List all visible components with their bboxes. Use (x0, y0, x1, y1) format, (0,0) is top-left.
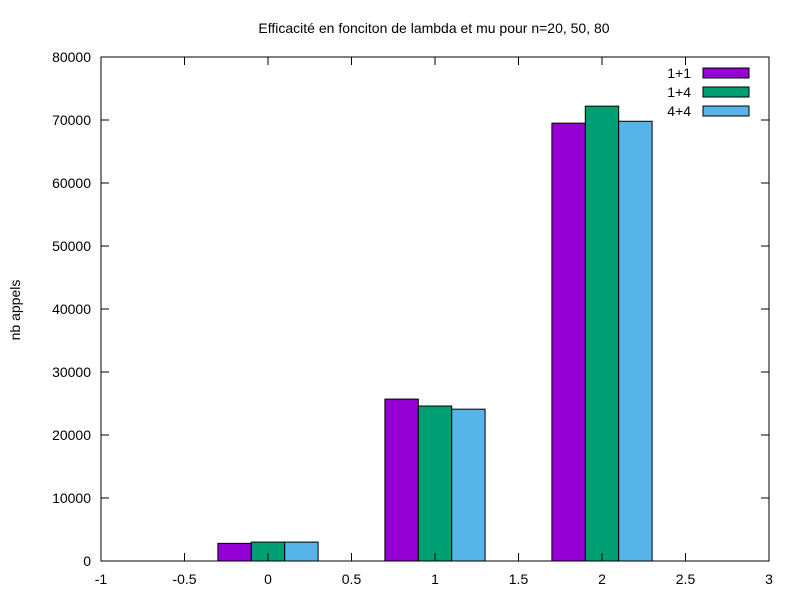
bar-1-4-cat-2 (584, 105, 620, 562)
y-tick-label: 20000 (52, 427, 91, 443)
plot-frame (100, 56, 770, 562)
y-tick-label: 40000 (52, 301, 91, 317)
x-tick-label: 1 (431, 571, 439, 587)
legend-label-1-4: 1+4 (667, 84, 691, 100)
x-tick-label: 0.5 (342, 571, 362, 587)
bar-4-4-cat-1 (451, 408, 486, 562)
bar-1-1-cat-2 (551, 122, 586, 562)
legend-swatch-1-1 (702, 67, 750, 79)
y-tick-label: 10000 (52, 490, 91, 506)
y-tick-label: 50000 (52, 238, 91, 254)
chart-title: Efficacité en fonciton de lambda et mu p… (258, 20, 609, 36)
x-tick-label: -0.5 (172, 571, 196, 587)
bar-1-4-cat-1 (417, 405, 453, 562)
y-tick-label: 30000 (52, 364, 91, 380)
x-tick-label: 1.5 (509, 571, 529, 587)
bar-1-1-cat-0 (217, 542, 252, 562)
x-tick-label: 2.5 (676, 571, 696, 587)
y-tick-label: 0 (83, 553, 91, 569)
y-tick-label: 70000 (52, 112, 91, 128)
legend-swatch-4-4 (702, 105, 750, 117)
x-tick-label: 2 (598, 571, 606, 587)
y-axis-label: nb appels (7, 280, 23, 341)
legend-swatch-1-4 (702, 86, 750, 98)
ticks-group: -1 -0.5 0 0.5 1 1.5 2 2.5 3 0 10000 20000 30000 40000… (52, 49, 773, 587)
y-tick-label: 80000 (52, 49, 91, 65)
bar-1-1-cat-1 (384, 398, 419, 562)
y-tick-label: 60000 (52, 175, 91, 191)
x-tick-label: 3 (765, 571, 773, 587)
legend-label-1-1: 1+1 (667, 65, 691, 81)
legend-label-4-4: 4+4 (667, 103, 691, 119)
bars-group (217, 105, 653, 562)
legend: 1+1 1+4 4+4 (667, 65, 750, 119)
x-tick-label: -1 (95, 571, 108, 587)
bar-4-4-cat-2 (618, 120, 653, 562)
bar-4-4-cat-0 (284, 541, 319, 562)
x-tick-label: 0 (264, 571, 272, 587)
